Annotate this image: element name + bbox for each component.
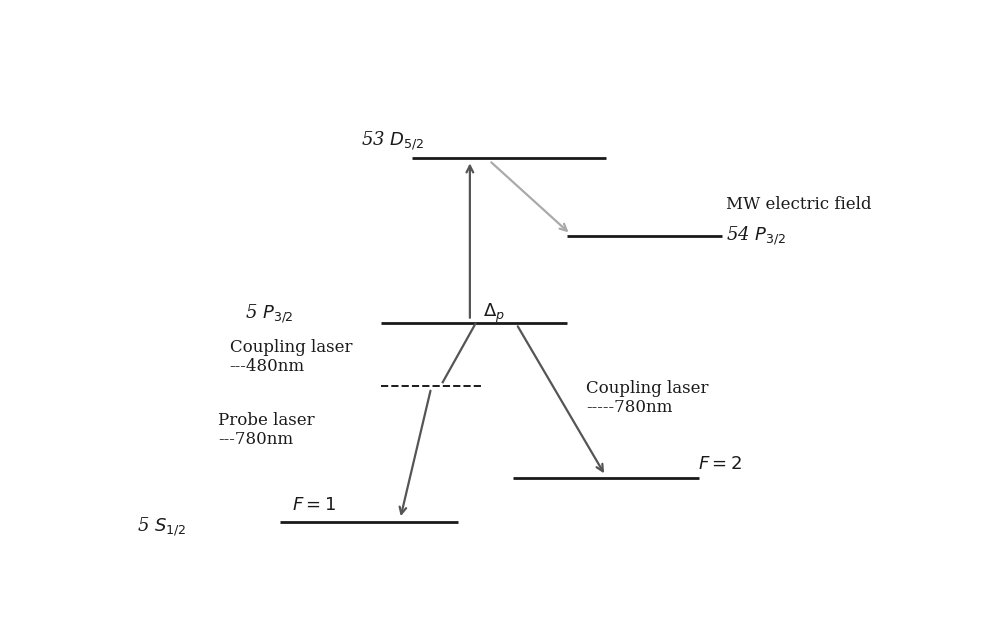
Text: 5 $P_{3/2}$: 5 $P_{3/2}$ <box>245 302 294 324</box>
Text: -----780nm: -----780nm <box>586 399 672 416</box>
Text: $\Delta_p$: $\Delta_p$ <box>483 302 505 325</box>
Text: Coupling laser: Coupling laser <box>586 380 709 397</box>
Text: 5 $S_{1/2}$: 5 $S_{1/2}$ <box>137 515 186 538</box>
Text: $F = 2$: $F = 2$ <box>698 455 743 472</box>
Text: ---780nm: ---780nm <box>218 431 293 448</box>
Text: MW electric field: MW electric field <box>726 196 871 213</box>
Text: 53 $D_{5/2}$: 53 $D_{5/2}$ <box>361 130 424 152</box>
Text: Coupling laser: Coupling laser <box>230 339 352 356</box>
Text: Probe laser: Probe laser <box>218 411 315 428</box>
Text: $F = 1$: $F = 1$ <box>292 496 336 514</box>
Text: ---480nm: ---480nm <box>230 358 305 375</box>
Text: 54 $P_{3/2}$: 54 $P_{3/2}$ <box>726 224 786 247</box>
